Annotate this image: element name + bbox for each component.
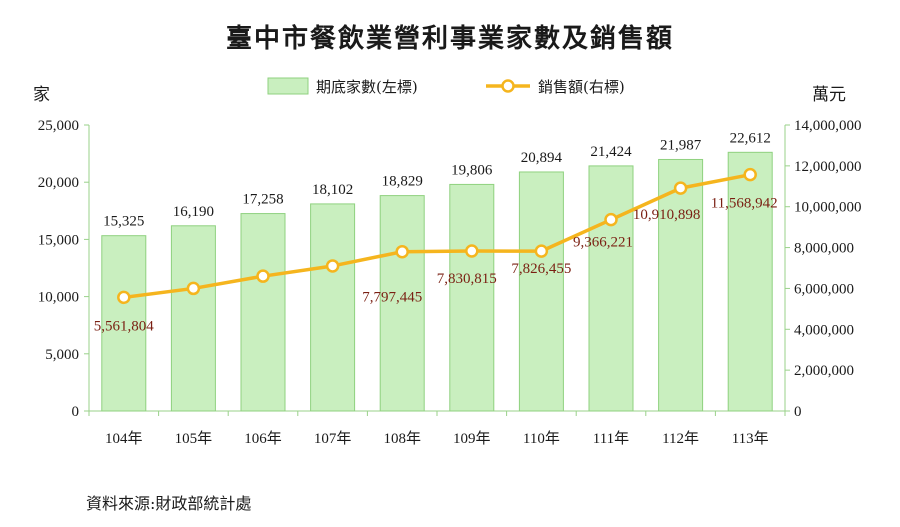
- data-labels: 15,325 16,190 17,258 18,102 18,829 19,806 20,8…: [94, 130, 778, 334]
- line-value-label: 11,568,942: [711, 196, 778, 212]
- bar: [518, 171, 564, 412]
- line-value-label: 5,561,804: [94, 318, 155, 334]
- line-value-label: 7,826,455: [511, 261, 571, 277]
- right-tick-label: 4,000,000: [794, 322, 854, 338]
- source-note: 資料來源:財政部統計處: [86, 494, 252, 513]
- bar-value-label: 17,258: [242, 192, 283, 208]
- x-tick-label: 112年: [662, 430, 699, 447]
- bar: [101, 235, 147, 412]
- bar-value-label: 18,102: [312, 182, 353, 198]
- x-tick-label: 110年: [523, 430, 560, 447]
- x-tick-label: 109年: [453, 430, 491, 447]
- bar: [170, 225, 216, 412]
- bar: [727, 151, 773, 412]
- bar-value-label: 15,325: [103, 214, 144, 230]
- right-tick-label: 2,000,000: [794, 363, 854, 379]
- bar-value-label: 20,894: [521, 150, 563, 166]
- bar: [310, 203, 356, 412]
- line-series: [117, 167, 757, 305]
- left-tick-label: 0: [72, 404, 80, 420]
- x-tick-label: 113年: [732, 430, 769, 447]
- right-tick-label: 12,000,000: [794, 159, 862, 175]
- bar-value-label: 21,987: [660, 137, 702, 153]
- right-tick-label: 0: [794, 404, 802, 420]
- right-axis-unit: 萬元: [812, 85, 846, 105]
- sales-marker: [673, 181, 688, 195]
- bar-value-label: 22,612: [730, 130, 771, 146]
- bar: [379, 195, 425, 412]
- sales-line: [123, 172, 751, 300]
- right-tick-label: 10,000,000: [794, 200, 862, 216]
- bar-value-label: 16,190: [173, 204, 214, 220]
- legend-line-marker: [501, 79, 515, 93]
- axes: 0 5,000 10,000 15,000 20,000 25,000 0 2,000,000…: [38, 118, 862, 447]
- sales-marker: [186, 281, 201, 296]
- bar-value-label: 21,424: [590, 144, 632, 160]
- line-value-label: 9,366,221: [573, 235, 633, 251]
- chart-title: 臺中市餐飲業營利事業家數及銷售額: [225, 24, 674, 54]
- x-tick-label: 105年: [175, 430, 213, 447]
- sales-marker: [395, 244, 409, 259]
- right-tick-label: 14,000,000: [794, 118, 862, 134]
- sales-marker: [743, 167, 757, 182]
- line-value-label: 7,830,815: [437, 271, 497, 287]
- bar: [449, 183, 495, 412]
- line-value-label: 10,910,898: [633, 207, 701, 223]
- x-tick-label: 106年: [244, 430, 282, 447]
- sales-marker: [325, 259, 340, 273]
- left-tick-label: 25,000: [38, 118, 79, 134]
- sales-marker: [534, 244, 549, 258]
- legend-line-label: 銷售額(右標): [538, 78, 625, 96]
- sales-marker: [256, 269, 270, 283]
- bar-value-label: 19,806: [451, 162, 493, 178]
- legend: 期底家數(左標) 銷售額(右標): [267, 77, 625, 96]
- x-tick-label: 104年: [105, 430, 143, 447]
- right-tick-label: 8,000,000: [794, 241, 854, 257]
- legend-bar-label: 期底家數(左標): [316, 78, 418, 96]
- left-tick-label: 20,000: [38, 175, 79, 191]
- legend-bar-swatch: [267, 77, 309, 95]
- x-tick-label: 108年: [383, 430, 421, 447]
- bar-value-label: 18,829: [382, 174, 423, 190]
- left-tick-label: 10,000: [38, 290, 79, 306]
- x-tick-label: 107年: [314, 430, 352, 447]
- bar: [240, 213, 286, 412]
- sales-marker: [117, 290, 131, 305]
- bar-series: [101, 151, 773, 412]
- bar: [658, 158, 704, 412]
- left-axis-unit: 家: [33, 85, 50, 105]
- sales-marker: [604, 212, 618, 227]
- bar: [588, 165, 634, 412]
- left-tick-label: 5,000: [45, 347, 79, 363]
- line-value-label: 7,797,445: [362, 290, 422, 306]
- sales-marker: [465, 244, 479, 258]
- left-tick-label: 15,000: [38, 232, 79, 248]
- x-tick-label: 111年: [593, 430, 629, 447]
- right-tick-label: 6,000,000: [794, 281, 854, 297]
